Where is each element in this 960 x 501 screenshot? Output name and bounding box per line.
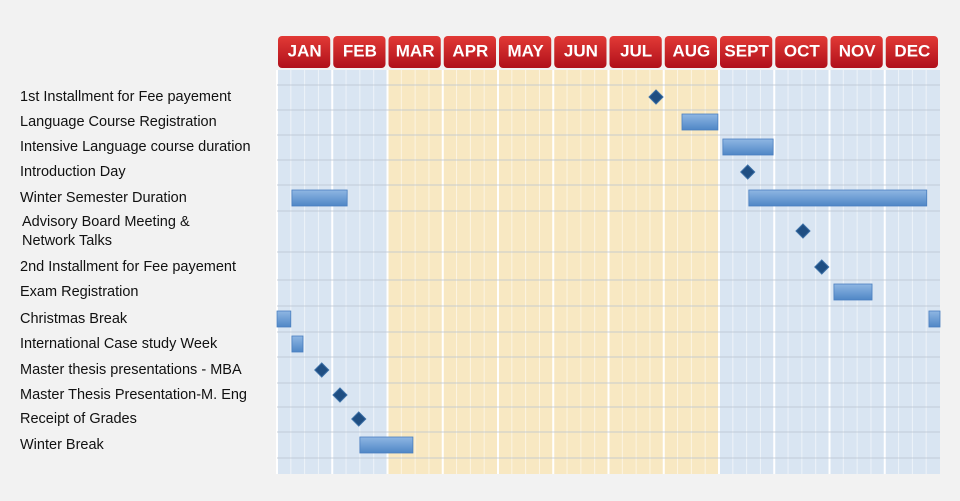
task-label: 1st Installment for Fee payement [20,89,231,105]
milestone [314,362,330,378]
task-label: Master thesis presentations - MBA [20,362,242,378]
month-header [499,36,552,68]
month-label: DEC [894,41,930,60]
task-bar [722,138,774,156]
milestone [795,223,811,239]
month-label: FEB [343,41,377,60]
month-label: APR [452,41,488,60]
task-label: Network Talks [22,233,112,249]
month-label: OCT [784,41,821,60]
month-label: JAN [288,41,322,60]
task-bar [681,113,719,131]
task-label: Advisory Board Meeting & [22,214,190,230]
task-label: Christmas Break [20,311,128,327]
task-label: Winter Semester Duration [20,190,187,206]
month-label: MAY [508,41,545,60]
month-header [775,36,828,68]
task-bar [928,310,941,328]
month-label: AUG [672,41,710,60]
month-label: JUL [620,41,652,60]
month-header [333,36,386,68]
milestone [332,387,348,403]
month-label: NOV [839,41,877,60]
milestone [814,259,830,275]
task-bar [276,310,292,328]
month-header [720,36,773,68]
task-label: Master Thesis Presentation-M. Eng [20,387,247,403]
task-bar [291,335,304,353]
task-label: International Case study Week [20,336,218,352]
task-label: Introduction Day [20,164,126,180]
month-header [388,36,441,68]
month-header [609,36,662,68]
month-label: SEPT [724,41,769,60]
month-header [278,36,331,68]
task-bar [359,436,414,454]
milestone [648,89,664,105]
task-label: Receipt of Grades [20,411,137,427]
task-label: Language Course Registration [20,114,217,130]
task-label: Intensive Language course duration [20,139,251,155]
month-label: MAR [396,41,435,60]
task-bar [291,189,348,207]
month-label: JUN [564,41,598,60]
milestone [740,164,756,180]
month-header [830,36,883,68]
month-header [443,36,496,68]
month-header [554,36,607,68]
month-header [664,36,717,68]
task-label: 2nd Installment for Fee payement [20,259,236,275]
milestone [351,411,367,427]
month-header [885,36,938,68]
task-bar [748,189,928,207]
task-label: Exam Registration [20,284,138,300]
task-label: Winter Break [20,437,105,453]
task-bar [833,283,873,301]
